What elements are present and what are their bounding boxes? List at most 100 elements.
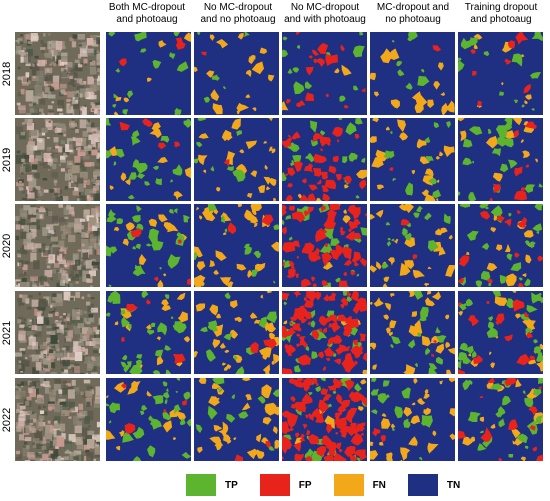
tp-region bbox=[152, 165, 159, 170]
tp-region bbox=[135, 243, 141, 250]
tp-region bbox=[282, 36, 288, 41]
fp-region bbox=[536, 454, 543, 461]
fn-region bbox=[383, 314, 389, 320]
tp-region bbox=[282, 171, 287, 182]
satellite-texture-patch bbox=[52, 163, 57, 169]
satellite-texture-patch bbox=[86, 204, 90, 207]
tp-region bbox=[107, 293, 114, 303]
satellite-texture-patch bbox=[75, 281, 79, 284]
fp-region bbox=[300, 433, 305, 439]
satellite-texture-patch bbox=[35, 152, 42, 162]
tp-region bbox=[223, 333, 233, 341]
satellite-texture-patch bbox=[75, 129, 79, 133]
fn-region bbox=[403, 364, 416, 374]
fp-region bbox=[323, 293, 329, 302]
satellite-texture-patch bbox=[60, 195, 63, 198]
fn-region bbox=[388, 331, 393, 336]
row-label-2022-text: 2022 bbox=[1, 407, 14, 432]
tp-region bbox=[405, 182, 413, 196]
fp-region bbox=[345, 448, 351, 455]
fn-region bbox=[411, 170, 415, 175]
fn-region bbox=[424, 282, 429, 287]
satellite-texture-patch bbox=[28, 455, 36, 460]
satellite-texture-patch bbox=[97, 236, 100, 241]
tp-region bbox=[414, 362, 418, 368]
tp-region bbox=[487, 128, 492, 134]
satellite-texture-patch bbox=[48, 110, 54, 114]
fn-region bbox=[261, 384, 272, 399]
satellite-texture-patch bbox=[52, 293, 57, 297]
satellite-texture-patch bbox=[90, 309, 93, 312]
satellite-texture-patch bbox=[87, 363, 93, 372]
satellite-texture-patch bbox=[23, 225, 29, 232]
satellite-texture-patch bbox=[27, 174, 33, 182]
satellite-texture-patch bbox=[79, 88, 88, 97]
satellite-texture-patch bbox=[62, 359, 70, 367]
satellite-texture-patch bbox=[55, 143, 58, 147]
fn-region bbox=[486, 262, 498, 272]
fn-region bbox=[334, 68, 340, 74]
satellite-texture-patch bbox=[96, 421, 100, 428]
fn-region bbox=[250, 170, 257, 178]
satellite-texture-patch bbox=[96, 50, 99, 54]
satellite-texture-patch bbox=[55, 146, 63, 153]
tp-region bbox=[385, 222, 391, 226]
fn-region bbox=[411, 402, 416, 406]
fn-region bbox=[255, 262, 266, 272]
no-mc-dropout-no-photoaug-map-2021 bbox=[194, 291, 279, 374]
satellite-texture-patch bbox=[39, 410, 45, 414]
fp-region bbox=[326, 357, 330, 362]
tp-region bbox=[304, 81, 313, 89]
satellite-texture-patch bbox=[76, 90, 80, 93]
satellite-texture-patch bbox=[26, 223, 34, 228]
fn-region bbox=[485, 135, 499, 149]
tp-region bbox=[356, 457, 361, 461]
satellite-texture-patch bbox=[54, 257, 57, 260]
fn-region bbox=[468, 353, 472, 357]
fp-region bbox=[318, 399, 328, 410]
satellite-texture-patch bbox=[85, 435, 89, 440]
satellite-texture-patch bbox=[74, 155, 81, 163]
satellite-texture-patch bbox=[48, 94, 56, 99]
satellite-texture-patch bbox=[52, 222, 59, 226]
satellite-texture-patch bbox=[80, 218, 86, 222]
satellite-texture-patch bbox=[68, 274, 72, 277]
tp-region bbox=[123, 364, 130, 373]
tp-region bbox=[538, 378, 543, 384]
satellite-texture-patch bbox=[21, 197, 27, 201]
fn-region bbox=[414, 320, 421, 330]
satellite-texture-patch bbox=[43, 249, 51, 256]
satellite-texture-patch bbox=[34, 243, 42, 249]
tp-region bbox=[486, 327, 498, 338]
satellite-image-panel-2021 bbox=[15, 291, 100, 374]
satellite-texture-patch bbox=[95, 206, 100, 214]
both-mc-dropout-photoaug-map-2020 bbox=[106, 204, 191, 287]
fp-region bbox=[333, 452, 347, 461]
fp-region bbox=[353, 218, 361, 226]
satellite-image-map-2021 bbox=[15, 291, 100, 374]
satellite-texture-patch bbox=[26, 396, 32, 401]
tp-region bbox=[113, 93, 118, 98]
fp-region bbox=[514, 252, 520, 258]
satellite-texture-patch bbox=[48, 189, 55, 193]
satellite-texture-patch bbox=[25, 427, 31, 434]
satellite-texture-patch bbox=[96, 249, 100, 255]
satellite-texture-patch bbox=[73, 101, 80, 109]
row-label-2018-text: 2018 bbox=[1, 61, 14, 86]
fp-region bbox=[432, 45, 442, 52]
tp-region bbox=[244, 32, 250, 38]
satellite-texture-patch bbox=[50, 439, 53, 441]
satellite-texture-patch bbox=[52, 241, 57, 244]
fp-region bbox=[349, 391, 361, 403]
fn-region bbox=[258, 185, 265, 193]
satellite-texture-patch bbox=[56, 348, 60, 352]
satellite-texture-patch bbox=[78, 342, 84, 346]
satellite-texture-patch bbox=[59, 423, 66, 432]
fn-region bbox=[399, 262, 411, 276]
tp-region bbox=[479, 204, 489, 209]
satellite-texture-patch bbox=[89, 111, 94, 115]
fn-region bbox=[383, 276, 390, 283]
satellite-texture-patch bbox=[82, 327, 90, 334]
tp-region bbox=[435, 356, 443, 365]
tp-region bbox=[164, 345, 172, 351]
